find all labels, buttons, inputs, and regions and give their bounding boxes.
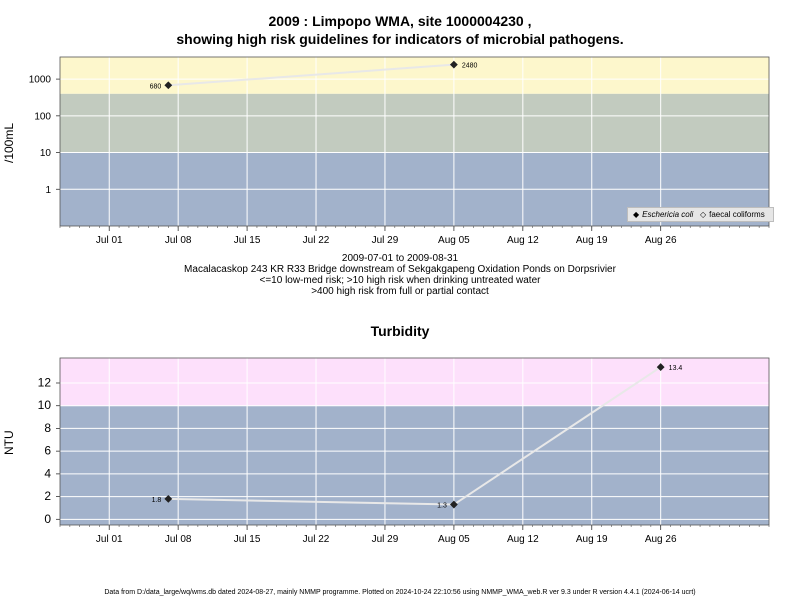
chart2-x-tick-label: Aug 26: [645, 534, 677, 545]
footnote: Data from D:/data_large/wq/wms.db dated …: [104, 589, 696, 596]
legend-open-diamond-icon: ◇: [699, 210, 707, 219]
chart1-risk-band-2: [60, 93, 769, 153]
chart2-x-tick-label: Jul 29: [372, 534, 399, 545]
chart1-data-point: [449, 60, 458, 69]
chart2-risk-band-1: [60, 405, 769, 525]
chart2-plot-frame: [59, 357, 770, 526]
chart2-x-tick-label: Aug 12: [507, 534, 539, 545]
chart2-title: Turbidity: [370, 323, 430, 339]
chart1-y-tick-label: 10: [40, 148, 52, 159]
caption-date-range: 2009-07-01 to 2009-08-31: [341, 253, 459, 264]
chart2-x-tick-label: Aug 05: [438, 534, 470, 545]
caption-risk-contact: >400 high risk from full or partial cont…: [311, 286, 489, 297]
chart1-x-tick-label: Aug 19: [576, 235, 608, 246]
chart2-x-tick-label: Aug 19: [576, 534, 608, 545]
chart1-legend: ◆ Eschericia coli ◇ faecal coliforms: [627, 207, 774, 222]
chart1-y-tick-label: 1: [45, 185, 51, 196]
chart1-data-label: 2480: [462, 63, 478, 70]
legend-faecal-label: faecal coliforms: [709, 210, 765, 219]
chart1-title-line1: 2009 : Limpopo WMA, site 1000004230 ,: [268, 13, 532, 29]
chart1-y-tick-label: 100: [34, 111, 51, 122]
chart2-y-tick-label: 12: [38, 375, 52, 389]
caption-risk-drinking: <=10 low-med risk; >10 high risk when dr…: [259, 275, 541, 286]
chart1-x-tick-label: Aug 26: [645, 235, 677, 246]
chart1-x-tick-label: Jul 22: [303, 235, 330, 246]
chart2-y-tick-label: 10: [38, 398, 52, 412]
chart1-x-tick-label: Jul 29: [372, 235, 399, 246]
chart2-x-tick-label: Jul 22: [303, 534, 330, 545]
chart1-risk-band-3: [60, 57, 769, 94]
chart2-x-tick-label: Jul 15: [234, 534, 261, 545]
chart2-data-point: [164, 494, 173, 503]
chart1-series-line: [168, 63, 454, 87]
chart1-x-tick-label: Jul 15: [234, 235, 261, 246]
chart1-x-tick-label: Aug 12: [507, 235, 539, 246]
chart1-data-point: [164, 81, 173, 90]
chart2-x-tick-label: Jul 01: [96, 534, 123, 545]
chart2-data-point: [449, 500, 458, 509]
legend-ecoli-label: Eschericia coli: [642, 210, 694, 219]
chart2-plot: 0 2 4 6 8 10 12 Jul 01 Jul 08 Jul 15 Jul 22 Jul 29 A…: [38, 357, 770, 545]
chart2-data-label: 1.8: [152, 497, 162, 504]
chart2-data-label: 13.4: [669, 365, 683, 372]
chart1-plot-frame: [59, 56, 770, 227]
chart1-title-line2: showing high risk guidelines for indicat…: [176, 31, 624, 47]
chart1-x-tick-label: Jul 08: [165, 235, 192, 246]
chart2-y-tick-label: 2: [44, 489, 51, 503]
chart2-y-tick-label: 6: [44, 444, 51, 458]
chart2-x-tick-label: Jul 08: [165, 534, 192, 545]
chart1-x-tick-label: Aug 05: [438, 235, 470, 246]
chart2-y-tick-label: 8: [44, 421, 51, 435]
chart2-y-tick-label: 4: [44, 466, 51, 480]
chart1-y-tick-label: 1000: [29, 75, 52, 86]
chart1-x-tick-label: Jul 01: [96, 235, 123, 246]
chart1-data-label: 680: [150, 83, 162, 90]
chart2-y-tick-label: 0: [44, 512, 51, 526]
legend-filled-diamond-icon: ◆: [633, 210, 640, 219]
chart2-data-point: [656, 363, 665, 371]
chart2-data-label: 1.3: [437, 503, 447, 510]
caption-site-description: Macalacaskop 243 KR R33 Bridge downstrea…: [184, 264, 616, 275]
